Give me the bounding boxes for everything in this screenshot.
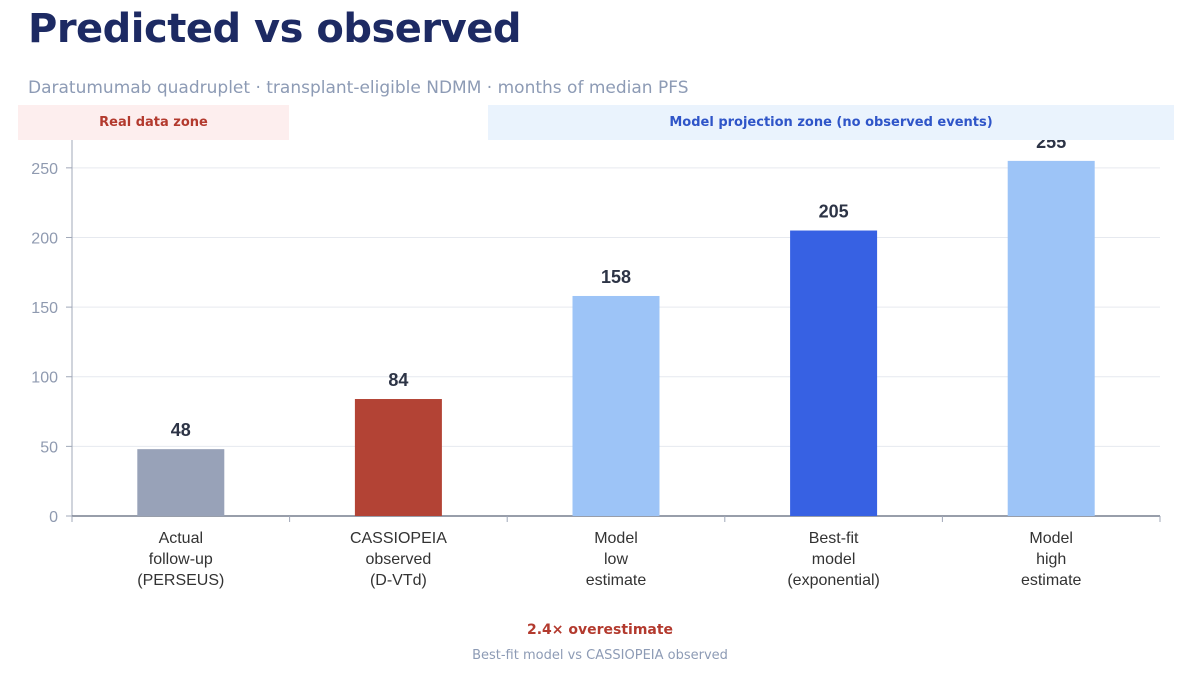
- category-label: high: [1036, 551, 1066, 568]
- category-label: (D-VTd): [370, 572, 427, 589]
- category-label: Model: [1029, 530, 1073, 547]
- category-label: follow-up: [149, 551, 213, 568]
- y-tick-label: 200: [31, 230, 58, 247]
- real-data-zone-label: Real data zone: [18, 105, 289, 140]
- value-label: 205: [819, 202, 849, 222]
- overestimate-callout: 2.4× overestimate: [526, 622, 674, 638]
- value-label: 255: [1036, 140, 1066, 152]
- model-projection-zone-label: Model projection zone (no observed event…: [488, 105, 1174, 140]
- y-tick-label: 100: [31, 370, 58, 387]
- category-label: observed: [365, 551, 431, 568]
- category-label: Best-fit: [809, 530, 859, 547]
- overestimate-callout-detail: Best-fit model vs CASSIOPEIA observed: [472, 648, 728, 663]
- bar-chart: 0 50 100 150 200 250 48 Actual follow-up (PERSEUS…: [31, 140, 1161, 589]
- y-tick-label: 50: [40, 439, 58, 456]
- category-label: (exponential): [787, 572, 880, 589]
- chart-title: Predicted vs observed: [28, 6, 521, 52]
- category-label: Model: [594, 530, 638, 547]
- value-label: 48: [171, 420, 191, 440]
- y-tick-label: 150: [31, 300, 58, 317]
- category-label: estimate: [1021, 572, 1082, 589]
- y-tick-label: 0: [49, 509, 58, 526]
- bar: [572, 295, 660, 516]
- value-label: 158: [601, 267, 631, 287]
- bar: [137, 449, 225, 516]
- bar: [1007, 160, 1095, 516]
- y-tick-label: 250: [31, 161, 58, 178]
- category-label: Actual: [159, 530, 203, 547]
- value-label: 84: [388, 370, 408, 390]
- category-label: (PERSEUS): [137, 572, 224, 589]
- category-label: estimate: [586, 572, 647, 589]
- category-label: CASSIOPEIA: [350, 530, 447, 547]
- bar: [354, 399, 442, 516]
- category-label: model: [812, 551, 856, 568]
- bar: [790, 230, 878, 516]
- chart-subtitle: Daratumumab quadruplet · transplant-elig…: [28, 78, 689, 98]
- category-label: low: [604, 551, 628, 568]
